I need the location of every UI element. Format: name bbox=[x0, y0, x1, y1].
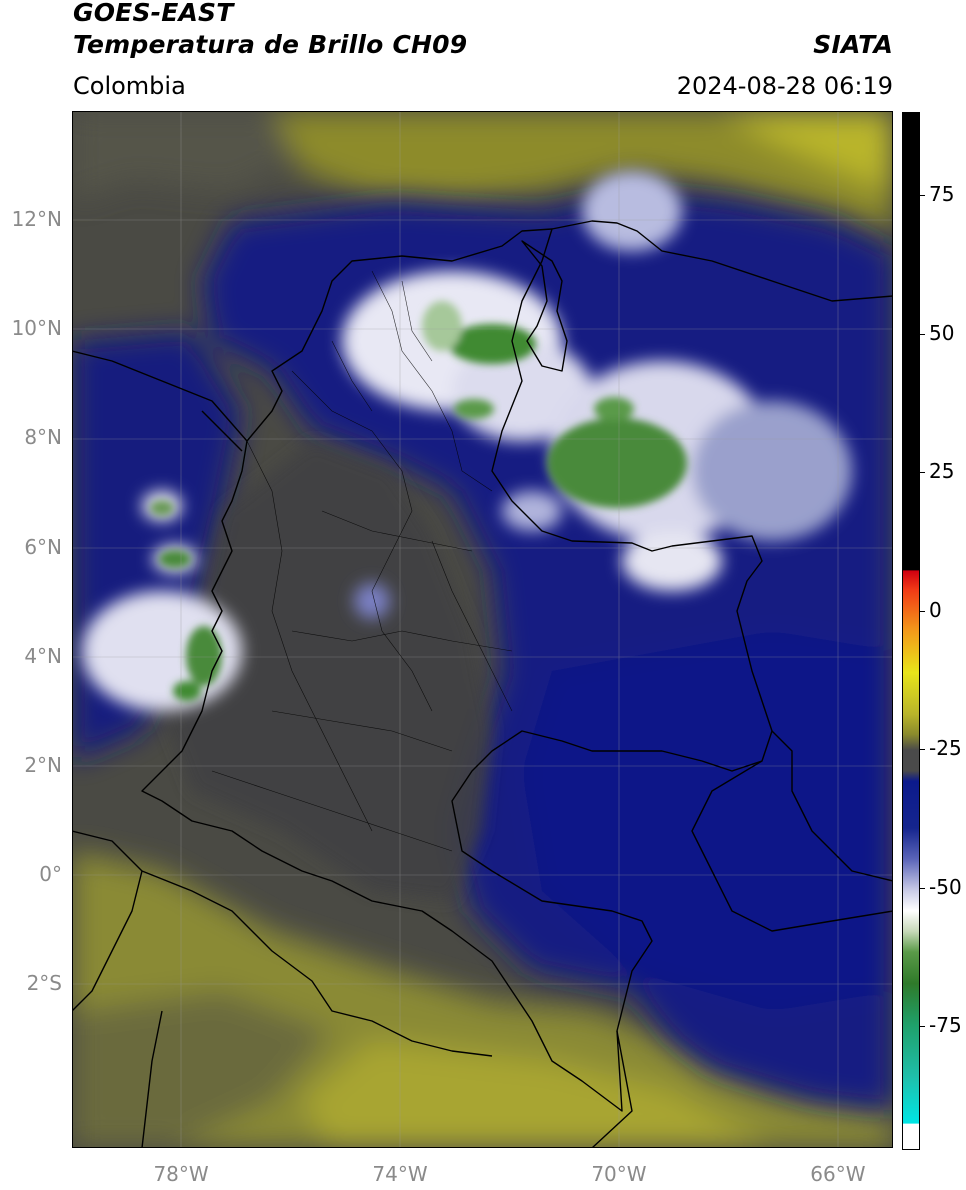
colorbar-tick-label: 50 bbox=[929, 320, 955, 345]
region-label: Colombia bbox=[73, 72, 186, 100]
lon-tick-label: 74°W bbox=[372, 1162, 428, 1186]
country-borders bbox=[72, 220, 893, 1148]
colorbar-tick-mark bbox=[919, 1026, 925, 1028]
cloud-field bbox=[72, 111, 893, 1148]
colorbar-tick-mark bbox=[919, 472, 925, 474]
colorbar-tick-label: 25 bbox=[929, 459, 955, 484]
admin-borders bbox=[211, 270, 513, 852]
satellite-map[interactable] bbox=[72, 111, 893, 1148]
colorbar-tick-label: -75 bbox=[929, 1013, 962, 1038]
map-frame-border bbox=[72, 111, 893, 1148]
lat-tick-label: 4°N bbox=[24, 643, 62, 668]
agency-label: SIATA bbox=[813, 30, 893, 59]
colorbar-tick-mark bbox=[919, 887, 925, 889]
colorbar-tick-label: -50 bbox=[929, 874, 962, 899]
lon-tick-label: 66°W bbox=[810, 1162, 866, 1186]
title-line-1: GOES-EAST bbox=[73, 0, 234, 27]
colorbar-tick-mark bbox=[919, 749, 925, 751]
colorbar-tick-mark bbox=[919, 333, 925, 335]
lat-tick-label: 8°N bbox=[24, 425, 62, 450]
lat-tick-label: 2°N bbox=[24, 752, 62, 777]
lon-tick-label: 70°W bbox=[591, 1162, 647, 1186]
lat-tick-label: 10°N bbox=[11, 316, 62, 341]
colorbar-tick-mark bbox=[919, 610, 925, 612]
colorbar-tick-label: 75 bbox=[929, 182, 955, 207]
lat-tick-label: 0° bbox=[39, 862, 62, 887]
colorbar-tick-label: 0 bbox=[929, 597, 942, 622]
title-line-2: Temperatura de Brillo CH09 bbox=[73, 30, 468, 59]
lon-tick-label: 78°W bbox=[153, 1162, 209, 1186]
lat-tick-label: 12°N bbox=[11, 207, 62, 232]
colorbar bbox=[902, 112, 920, 1150]
lat-tick-label: 2°S bbox=[26, 971, 62, 996]
colorbar-tick-mark bbox=[919, 195, 925, 197]
datetime-label: 2024-08-28 06:19 bbox=[676, 72, 893, 100]
lat-tick-label: 6°N bbox=[24, 534, 62, 559]
colorbar-tick-label: -25 bbox=[929, 736, 962, 761]
graticule bbox=[72, 111, 893, 1148]
